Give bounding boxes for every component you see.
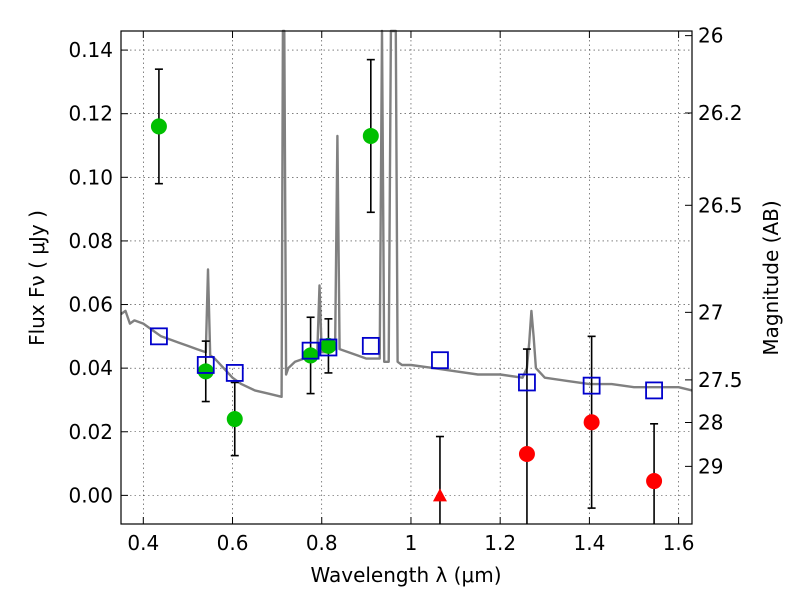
- mag-tick-label: 28: [698, 411, 723, 435]
- y-tick-label: 0.14: [68, 38, 113, 62]
- mag-tick-label: 27.5: [698, 368, 743, 392]
- grid-layer: [121, 31, 692, 524]
- data-point: [583, 414, 600, 431]
- spectrum-line: [120, 29, 693, 398]
- x-tick-label: 1.4: [573, 531, 605, 555]
- y-tick-label: 0.02: [68, 420, 113, 444]
- x-tick-label: 0.8: [306, 531, 338, 555]
- spectrum-layer: [120, 29, 693, 398]
- model-square: [431, 351, 449, 370]
- model-square: [518, 373, 536, 392]
- data-point: [320, 337, 337, 354]
- y-tick-label: 0.08: [68, 229, 113, 253]
- mag-tick-label: 29: [698, 454, 723, 478]
- mag-tick-label: 26: [698, 24, 723, 48]
- y-tick-label: 0.06: [68, 293, 113, 317]
- mag-tick-label: 26.5: [698, 193, 743, 217]
- model-square: [196, 356, 215, 374]
- mag-tick-label: 26.2: [698, 101, 743, 125]
- y-tick-label: 0.04: [68, 356, 113, 380]
- model-square: [645, 381, 663, 400]
- data-point: [362, 127, 379, 144]
- errorbar-layer: [154, 58, 659, 524]
- model-square: [301, 341, 320, 360]
- x-tick-label: 1.6: [663, 531, 695, 555]
- y-tick-label: 0.00: [68, 483, 113, 507]
- data-point: [150, 118, 167, 135]
- x-axis-title: Wavelength λ (μm): [310, 563, 501, 587]
- mag-tick-label: 27: [698, 300, 723, 324]
- x-tick-label: 1.2: [484, 531, 516, 555]
- data-point: [197, 363, 214, 380]
- y-axis-title: Flux Fν ( μJy ): [25, 210, 49, 346]
- marker-layer: [150, 118, 663, 502]
- data-point: [646, 473, 663, 490]
- x-tick-label: 0.6: [217, 531, 249, 555]
- y-tick-label: 0.10: [68, 165, 113, 189]
- tick-layer: 0.4 0.6 0.8 1 1.2 1.4 1.6 0.00 0.02 0.04 0.06 0.08 0…: [68, 24, 742, 555]
- model-square: [582, 376, 601, 395]
- y-tick-label: 0.12: [68, 102, 113, 126]
- y2-axis-title: Magnitude (AB): [759, 200, 783, 355]
- plot-frame: [120, 30, 693, 525]
- model-square: [319, 338, 338, 357]
- data-point: [518, 446, 535, 463]
- x-tick-label: 1: [405, 531, 418, 555]
- model-square: [150, 327, 168, 346]
- data-point: [302, 347, 319, 364]
- model-square: [361, 336, 380, 355]
- model-square: [225, 364, 244, 382]
- upper-limit-marker: [432, 488, 447, 502]
- x-tick-label: 0.4: [127, 531, 159, 555]
- data-point: [226, 411, 243, 428]
